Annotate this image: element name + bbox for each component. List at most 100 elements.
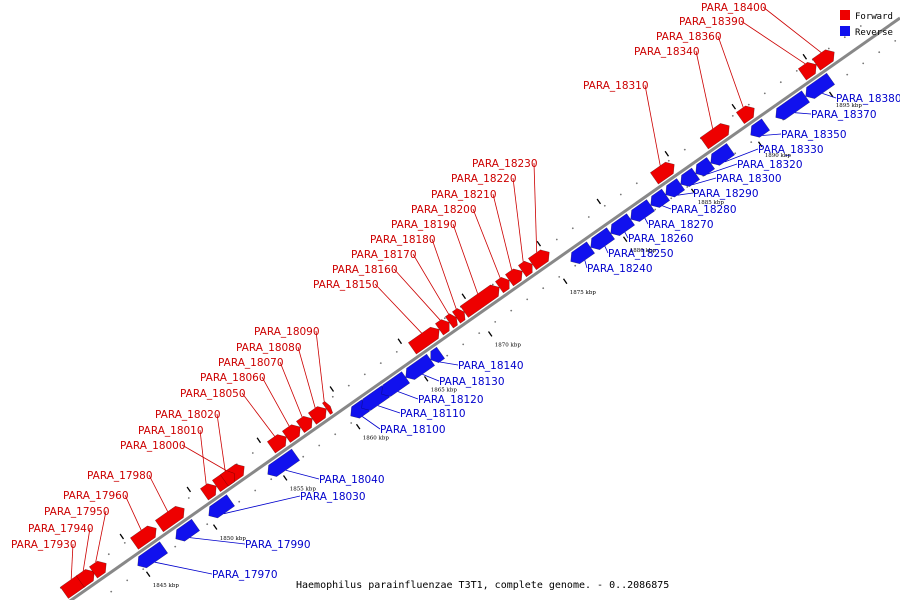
major-tick xyxy=(757,141,763,148)
tick-dot xyxy=(107,553,110,556)
gene-label-para_17940: PARA_17940 xyxy=(28,523,94,535)
gene-label-para_18370: PARA_18370 xyxy=(811,109,877,121)
tick-label: 1875 kbp xyxy=(570,290,597,296)
gene-label-para_17950: PARA_17950 xyxy=(44,506,110,518)
gene-label-para_18210: PARA_18210 xyxy=(431,189,497,201)
label-leader xyxy=(604,245,609,254)
gene-label-para_18240: PARA_18240 xyxy=(587,263,653,275)
tick-label: 1870 kbp xyxy=(495,343,522,349)
label-leader xyxy=(95,510,107,563)
gene-label-para_18350: PARA_18350 xyxy=(781,129,847,141)
tick-dot xyxy=(686,186,689,188)
gene-arrow-para_18330 xyxy=(710,143,735,166)
gene-arrow-para_18310 xyxy=(650,162,675,185)
label-leader xyxy=(362,416,381,430)
gene-label-para_18390: PARA_18390 xyxy=(679,16,745,28)
gene-label-para_18360: PARA_18360 xyxy=(656,31,722,43)
label-leader xyxy=(677,192,694,196)
gene-label-para_18100: PARA_18100 xyxy=(380,424,446,436)
label-leader xyxy=(492,193,513,270)
gene-label-para_18010: PARA_18010 xyxy=(138,425,204,437)
gene-label-para_18230: PARA_18230 xyxy=(472,158,538,170)
tick-label: 1860 kbp xyxy=(363,436,390,442)
label-leader xyxy=(512,177,524,262)
gene-label-para_18150: PARA_18150 xyxy=(313,279,379,291)
tick-dot xyxy=(331,395,334,398)
gene-arrow-para_18170 xyxy=(445,313,458,329)
legend-reverse-label: Reverse xyxy=(855,28,893,38)
major-tick xyxy=(664,150,670,157)
gene-label-para_18080: PARA_18080 xyxy=(236,342,302,354)
major-tick xyxy=(256,437,262,444)
tick-dot xyxy=(206,523,209,526)
tick-dot xyxy=(350,422,353,424)
gene-arrow-para_17960 xyxy=(130,525,157,550)
label-leader xyxy=(82,527,91,571)
major-tick xyxy=(145,571,151,577)
tick-dot xyxy=(510,309,513,312)
label-leader xyxy=(261,376,290,427)
gene-label-para_18050: PARA_18050 xyxy=(180,388,246,400)
major-tick xyxy=(622,236,628,242)
label-leader xyxy=(154,561,213,575)
gene-label-para_17960: PARA_17960 xyxy=(63,490,129,502)
tick-dot xyxy=(526,298,529,301)
label-leader xyxy=(584,260,588,269)
gene-arrow-para_18130 xyxy=(405,353,435,380)
tick-label: 1865 kbp xyxy=(431,388,458,394)
gene-label-para_17970: PARA_17970 xyxy=(212,569,278,581)
tick-dot xyxy=(347,384,350,387)
gene-label-para_18090: PARA_18090 xyxy=(254,326,320,338)
tick-label: 1855 kbp xyxy=(290,487,317,493)
tick-dot xyxy=(238,500,241,503)
label-leader xyxy=(624,231,629,239)
label-leader xyxy=(181,444,227,471)
major-tick xyxy=(212,524,218,530)
major-tick xyxy=(731,103,737,110)
label-leader xyxy=(740,20,806,65)
gene-label-para_17930: PARA_17930 xyxy=(11,539,77,551)
gene-label-para_18130: PARA_18130 xyxy=(439,376,505,388)
tick-dot xyxy=(110,590,113,593)
tick-dot xyxy=(187,497,190,499)
tick-dot xyxy=(363,373,366,376)
major-tick xyxy=(397,338,403,345)
gene-label-para_18120: PARA_18120 xyxy=(418,394,484,406)
gene-label-para_18070: PARA_18070 xyxy=(218,357,284,369)
tick-dot xyxy=(254,489,257,492)
gene-label-para_18400: PARA_18400 xyxy=(701,2,767,14)
tick-dot xyxy=(491,283,494,286)
gene-arrow-para_18300 xyxy=(680,167,700,187)
gene-arrow-para_18200 xyxy=(495,277,510,294)
tick-dot xyxy=(494,321,497,323)
gene-label-para_18190: PARA_18190 xyxy=(391,219,457,231)
tick-dot xyxy=(379,362,382,364)
gene-label-para_18260: PARA_18260 xyxy=(628,233,694,245)
tick-dot xyxy=(443,317,446,320)
gene-label-para_18110: PARA_18110 xyxy=(400,408,466,420)
gene-label-para_18380: PARA_18380 xyxy=(836,93,900,105)
gene-arrow-para_18080 xyxy=(308,406,327,425)
gene-label-para_18250: PARA_18250 xyxy=(608,248,674,260)
gene-arrow-para_18030 xyxy=(208,494,235,519)
gene-label-para_18200: PARA_18200 xyxy=(411,204,477,216)
label-leader xyxy=(412,253,450,315)
reverse-genes xyxy=(137,72,835,569)
tick-dot xyxy=(270,478,273,481)
gene-arrow-para_18190 xyxy=(460,284,500,318)
tick-dot xyxy=(731,115,734,117)
tick-dot xyxy=(574,264,577,267)
tick-dot xyxy=(478,332,481,334)
gene-label-para_18000: PARA_18000 xyxy=(120,440,186,452)
tick-dot xyxy=(302,455,305,458)
label-leader xyxy=(762,6,822,53)
tick-label: 1885 kbp xyxy=(698,200,725,206)
tick-label: 1845 kbp xyxy=(153,583,180,589)
gene-arrow-para_18150 xyxy=(408,327,440,355)
tick-label: 1880 kbp xyxy=(630,248,657,254)
gene-arrow-para_18050 xyxy=(267,434,287,454)
label-leader xyxy=(148,474,169,512)
gene-arrow-para_17990 xyxy=(175,519,200,542)
label-leader xyxy=(431,238,457,310)
gene-label-para_18310: PARA_18310 xyxy=(583,80,649,92)
